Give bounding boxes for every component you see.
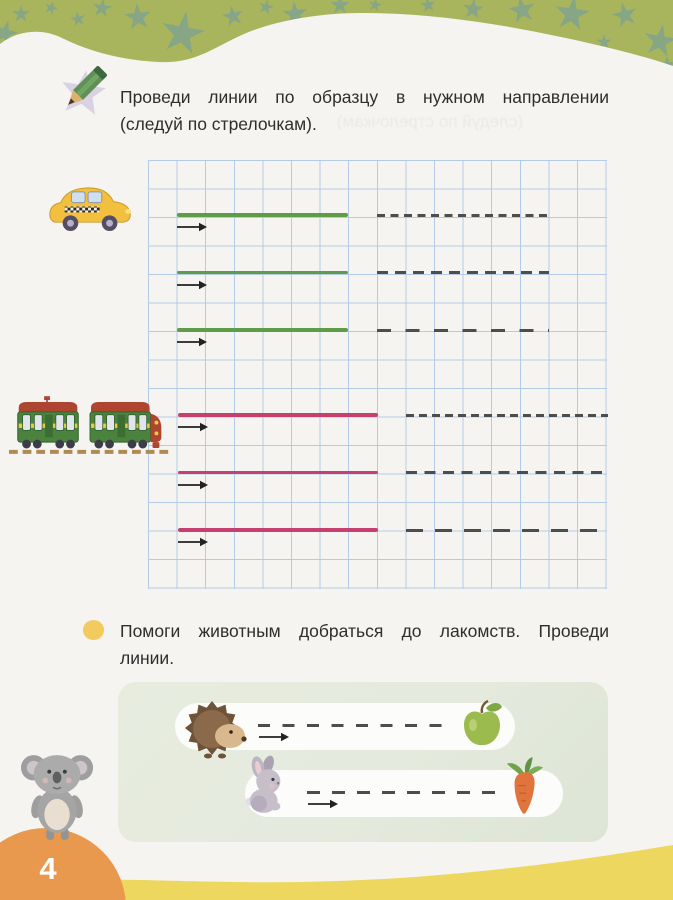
trace-target-dashes[interactable] [406, 528, 608, 532]
direction-arrow-icon [178, 480, 208, 489]
example-line-green [177, 270, 348, 275]
rabbit-icon [246, 755, 281, 813]
example-line-pink [178, 470, 378, 475]
direction-arrow-icon [178, 422, 208, 432]
task1-text-line1: Проведи линии по образцу в нужном направ… [120, 87, 609, 107]
trace-target-dashes[interactable] [377, 328, 549, 332]
tracing-grid[interactable] [148, 160, 607, 589]
example-line-green [177, 328, 348, 332]
direction-arrow-icon [177, 222, 207, 232]
hedgehog-icon [185, 701, 247, 759]
example-line-green [177, 213, 348, 217]
direction-arrow-icon [177, 337, 207, 347]
train-icon [8, 396, 174, 454]
trace-target-dashes[interactable] [258, 724, 454, 728]
task2-text-line2: линии. [120, 648, 175, 668]
train-car-1 [17, 396, 79, 449]
footer-wave [0, 845, 673, 900]
page-number: 4 [39, 851, 57, 886]
koala-icon [20, 755, 94, 840]
trace-target-dashes[interactable] [377, 213, 549, 217]
carrot-icon [506, 757, 544, 814]
example-line-pink [178, 413, 378, 417]
example-line-pink [178, 528, 378, 532]
trace-target-dashes[interactable] [406, 471, 608, 475]
direction-arrow-icon [178, 537, 208, 547]
direction-arrow-icon [259, 732, 289, 742]
yellow-dot-bullet [83, 620, 104, 640]
cloud-page-edge [0, 13, 673, 96]
trace-target-dashes[interactable] [406, 413, 608, 417]
direction-arrow-icon [177, 280, 207, 289]
showthrough-text: (следуй по стрелочкам) [336, 112, 524, 131]
trace-target-dashes[interactable] [307, 791, 505, 795]
apple-icon [464, 699, 502, 746]
trace-target-dashes[interactable] [377, 271, 549, 275]
task2-text-line1: Помоги животным добраться до лакомств. П… [120, 621, 609, 641]
taxi-icon [49, 187, 132, 231]
direction-arrow-icon [308, 799, 338, 809]
pencil-icon [62, 66, 107, 115]
train-car-2 [89, 402, 162, 449]
task1-text-line2: (следуй по стрелочкам). [120, 114, 317, 134]
